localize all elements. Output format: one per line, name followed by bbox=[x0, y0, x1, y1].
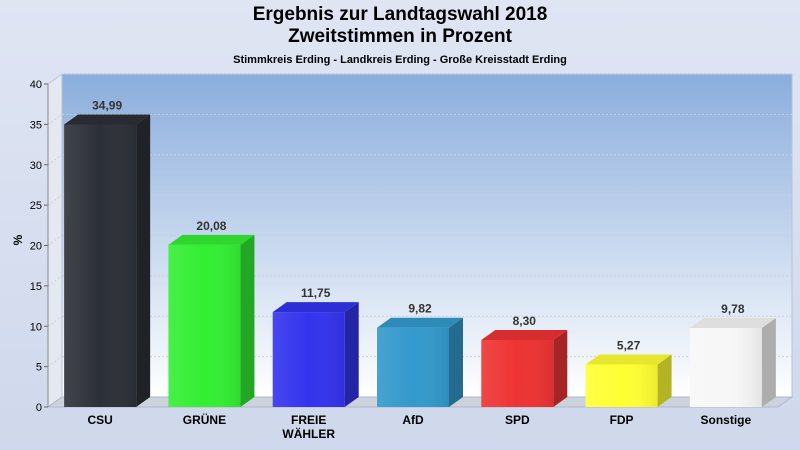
chart-title: Ergebnis zur Landtagswahl 2018 Zweitstim… bbox=[0, 4, 800, 48]
data-label: 9,82 bbox=[408, 302, 432, 316]
data-label: 34,99 bbox=[92, 98, 122, 112]
chart-title-line1: Ergebnis zur Landtagswahl 2018 bbox=[252, 4, 548, 25]
y-tick-label: 30 bbox=[30, 160, 42, 172]
x-tick-label: WÄHLER bbox=[282, 426, 335, 441]
bar-shine bbox=[64, 124, 137, 407]
bar-top bbox=[585, 354, 672, 365]
y-tick-label: 0 bbox=[36, 402, 42, 414]
bar-shine bbox=[272, 312, 345, 407]
bar-side bbox=[449, 317, 463, 407]
data-label: 8,30 bbox=[513, 314, 537, 328]
x-tick-label: FDP bbox=[610, 413, 634, 427]
bar-top bbox=[377, 317, 463, 328]
data-label: 5,27 bbox=[617, 338, 641, 352]
bar-gr-ne: 20,08 bbox=[168, 219, 255, 407]
bar-top bbox=[168, 234, 255, 245]
gridline bbox=[47, 113, 63, 125]
y-tick-label: 10 bbox=[30, 321, 42, 333]
bar-side bbox=[553, 329, 568, 407]
bar-fdp: 5,27 bbox=[585, 338, 672, 407]
y-tick-label: 5 bbox=[36, 362, 42, 374]
data-label: 11,75 bbox=[301, 286, 331, 300]
bar-side bbox=[136, 114, 151, 407]
x-tick-label: FREIE bbox=[291, 413, 326, 427]
bar-spd: 8,30 bbox=[481, 314, 568, 407]
data-label: 20,08 bbox=[196, 219, 226, 233]
bar-shine bbox=[481, 339, 554, 407]
y-tick-label: 15 bbox=[30, 281, 42, 293]
y-tick-label: 35 bbox=[30, 119, 42, 131]
bar-side bbox=[657, 354, 672, 407]
gridline bbox=[47, 275, 63, 287]
bars: 34,99 20,08 11,75 9,82 8,30 5,27 9,78 bbox=[64, 98, 776, 407]
bar-shine bbox=[689, 328, 762, 407]
x-tick-label: SPD bbox=[505, 413, 530, 427]
bar-side bbox=[761, 318, 776, 407]
bar-shine bbox=[585, 364, 658, 407]
bar-top bbox=[481, 329, 568, 340]
gridline bbox=[47, 315, 63, 327]
y-axis-label: % bbox=[11, 234, 25, 245]
gridline bbox=[47, 194, 63, 206]
bar-top bbox=[689, 318, 776, 329]
bar-freie-w-hler: 11,75 bbox=[272, 286, 359, 407]
bar-side bbox=[240, 234, 255, 407]
gridline bbox=[47, 73, 63, 85]
x-tick-label: CSU bbox=[87, 413, 112, 427]
y-tick-label: 20 bbox=[30, 241, 42, 253]
y-tick-label: 25 bbox=[30, 200, 42, 212]
bar-afd: 9,82 bbox=[377, 302, 463, 407]
y-tick-label: 40 bbox=[30, 79, 42, 91]
bar-csu: 34,99 bbox=[64, 98, 151, 407]
data-label: 9,78 bbox=[721, 302, 745, 316]
chart-subtitle: Stimmkreis Erding - Landkreis Erding - G… bbox=[233, 54, 567, 66]
bar-sonstige: 9,78 bbox=[689, 302, 776, 407]
bar-top bbox=[272, 302, 359, 313]
x-tick-label: Sonstige bbox=[701, 413, 752, 427]
bar-shine bbox=[377, 327, 449, 407]
gridline bbox=[47, 154, 63, 166]
x-tick-label: GRÜNE bbox=[183, 412, 226, 427]
x-tick-label: AfD bbox=[402, 413, 424, 427]
bar-side bbox=[344, 302, 359, 407]
gridline bbox=[47, 235, 63, 246]
bar-shine bbox=[168, 244, 241, 407]
y-axis: 0 5 10 15 20 25 30 35 40 bbox=[30, 79, 49, 414]
bar-top bbox=[64, 114, 151, 125]
chart-title-line2: Zweitstimmen in Prozent bbox=[288, 26, 512, 47]
gridline bbox=[47, 356, 63, 368]
